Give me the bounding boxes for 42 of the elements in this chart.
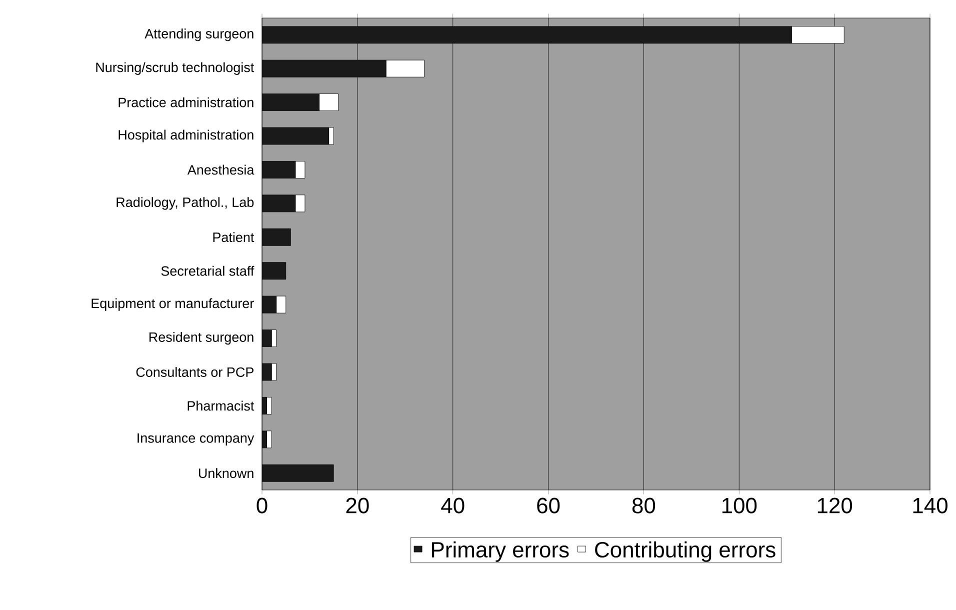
y-tick-label: Radiology, Pathol., Lab: [116, 197, 254, 210]
y-tick-label: Nursing/scrub technologist: [96, 62, 254, 75]
bar: [262, 127, 330, 145]
x-tick-label: 100: [722, 498, 757, 514]
x-tick-label: 120: [818, 498, 852, 514]
bar: [295, 161, 306, 178]
y-tick-label: Secretarial staff: [161, 266, 254, 276]
y-tick-label: Consultants or PCP: [136, 367, 254, 377]
y-tick-label: Attending surgeon: [144, 28, 254, 42]
x-tick-label: 80: [632, 498, 656, 514]
bar: [262, 94, 320, 111]
y-tick-label: Equipment or manufacturer: [92, 298, 254, 311]
bar: [328, 127, 334, 145]
bar: [295, 194, 306, 212]
y-tick-label: Unknown: [198, 468, 254, 478]
bar: [262, 228, 291, 246]
x-tick-label: 40: [441, 498, 464, 514]
y-tick-label: Patient: [213, 232, 254, 242]
x-tick-label: 20: [346, 498, 369, 514]
bar: [266, 397, 272, 414]
bar: [262, 26, 792, 44]
y-tick-label: Practice administration: [118, 97, 254, 108]
x-tick-label: 140: [913, 498, 948, 514]
y-tick-label: Hospital administration: [118, 130, 254, 142]
x-tick-label: 60: [537, 498, 560, 514]
bar: [262, 194, 296, 212]
bar: [276, 296, 286, 314]
bar: [386, 60, 424, 78]
bar: [262, 464, 334, 482]
bar: [262, 60, 386, 78]
y-tick-label: Insurance company: [138, 433, 254, 446]
bar: [266, 430, 272, 448]
y-tick-label: Resident surgeon: [150, 332, 254, 345]
x-tick-label: 0: [256, 498, 268, 514]
legend-label: Primary errors: [432, 541, 569, 562]
legend-label: Contributing errors: [595, 541, 776, 562]
bar: [271, 363, 277, 381]
bar: [262, 262, 286, 280]
bar: [262, 161, 296, 178]
y-tick-label: Pharmacist: [188, 400, 254, 411]
y-tick-label: Anesthesia: [187, 164, 254, 175]
bar: [319, 94, 339, 111]
